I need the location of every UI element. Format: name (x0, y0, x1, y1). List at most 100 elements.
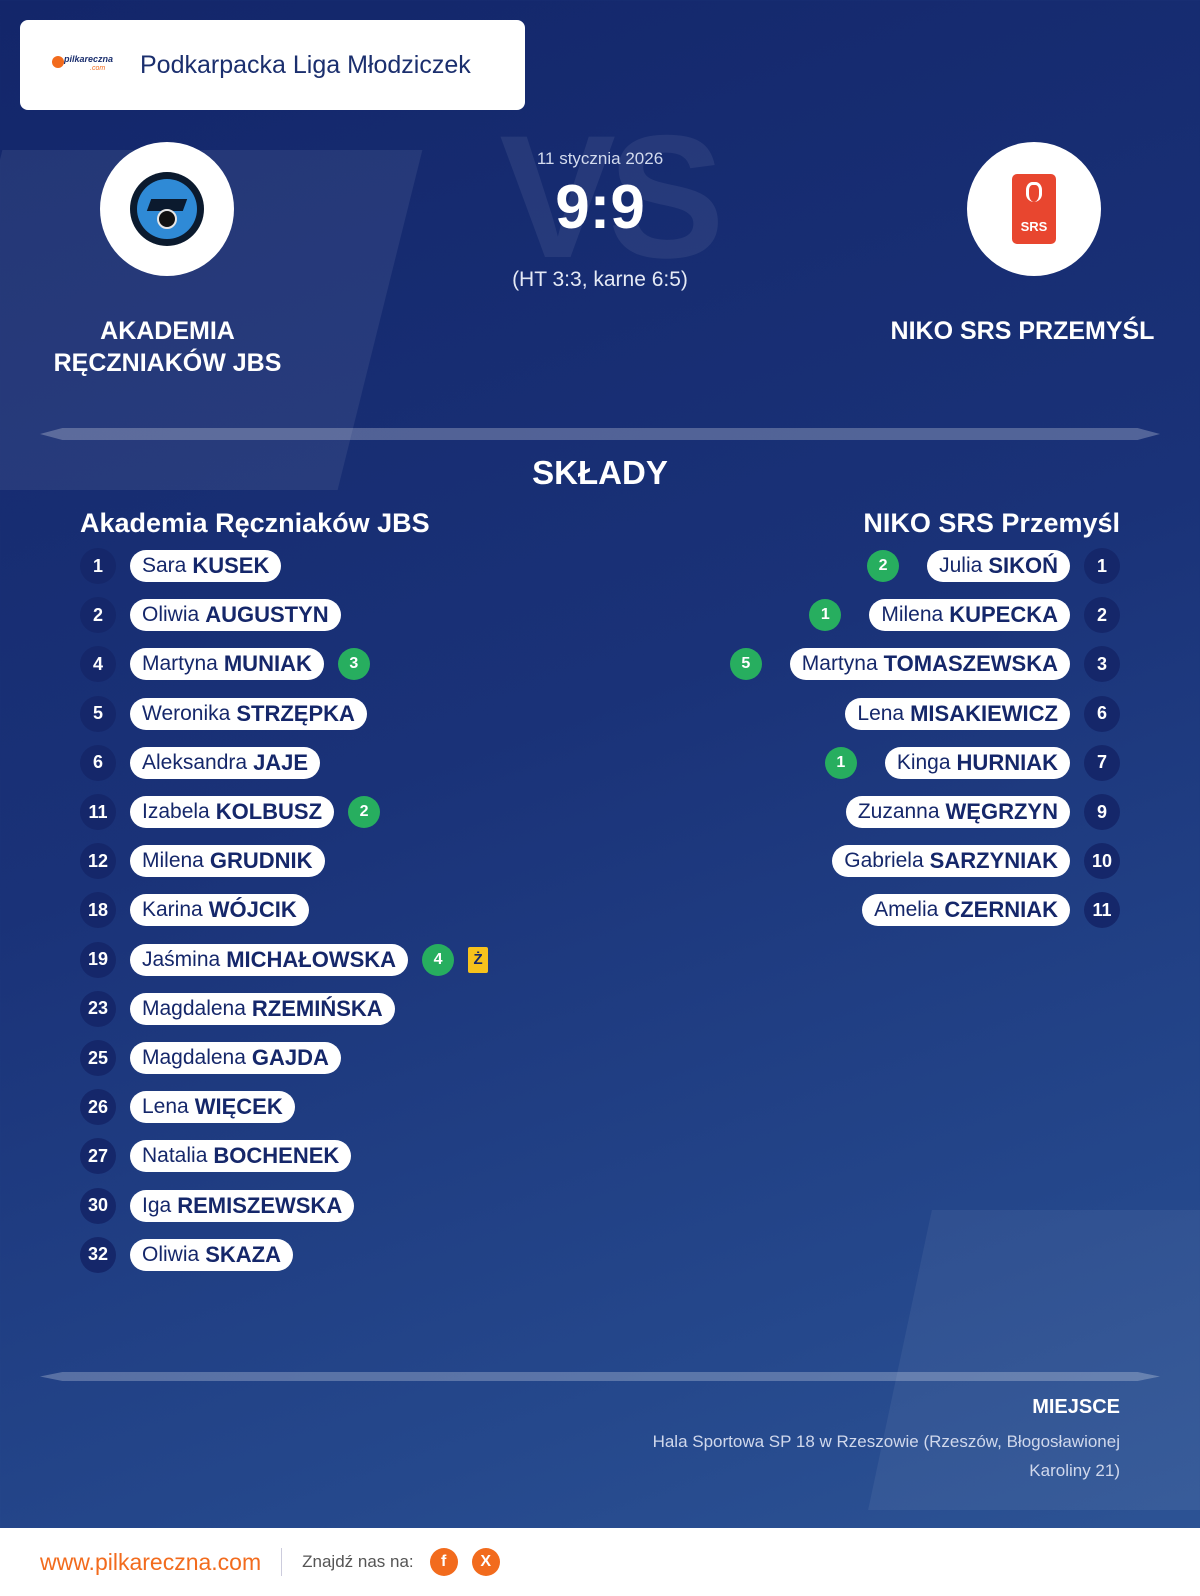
player-last-name: MISAKIEWICZ (910, 700, 1058, 726)
player-name[interactable]: Magdalena RZEMIŃSKA (130, 992, 395, 1025)
player-name[interactable]: Lena WIĘCEK (130, 1091, 295, 1124)
home-player-row: 18 Karina WÓJCIK (80, 892, 309, 929)
player-name[interactable]: Amelia CZERNIAK (862, 894, 1070, 927)
player-last-name: WIĘCEK (194, 1094, 283, 1120)
player-last-name: BOCHENEK (213, 1143, 340, 1169)
player-number: 23 (80, 990, 116, 1027)
league-name: Podkarpacka Liga Młodziczek (140, 50, 471, 79)
player-name[interactable]: Milena KUPECKA (869, 599, 1070, 632)
player-first-name: Jaśmina (142, 947, 221, 971)
player-last-name: SKAZA (205, 1241, 281, 1267)
player-number: 10 (1084, 843, 1120, 880)
player-name[interactable]: Magdalena GAJDA (130, 1042, 341, 1074)
player-name[interactable]: Gabriela SARZYNIAK (832, 845, 1070, 878)
player-last-name: GAJDA (251, 1045, 329, 1070)
player-first-name: Kinga (896, 750, 951, 774)
player-name[interactable]: Julia SIKOŃ (927, 550, 1070, 582)
pilkareczna-logo[interactable]: pilkareczna .com (50, 50, 120, 80)
away-player-row: 7 Kinga HURNIAK 1 (824, 744, 1120, 781)
away-player-row: 2 Milena KUPECKA 1 (809, 597, 1120, 634)
home-player-row: 27 Natalia BOCHENEK (80, 1138, 352, 1175)
player-number: 11 (1084, 892, 1120, 929)
player-name[interactable]: Izabela KOLBUSZ (130, 796, 335, 828)
player-first-name: Lena (857, 701, 905, 725)
home-player-row: 26 Lena WIĘCEK (80, 1089, 295, 1126)
away-player-row: 10 Gabriela SARZYNIAK (832, 843, 1120, 880)
player-number: 2 (80, 597, 116, 634)
player-name[interactable]: Oliwia SKAZA (130, 1238, 293, 1271)
away-team-name: NIKO SRS PRZEMYŚL (890, 317, 1155, 345)
home-player-row: 4 Martyna MUNIAK 3 (80, 646, 370, 683)
player-last-name: KUPECKA (949, 602, 1058, 628)
player-name[interactable]: Kinga HURNIAK (884, 746, 1070, 779)
venue: MIEJSCE Hala Sportowa SP 18 w Rzeszowie … (600, 1396, 1120, 1485)
home-crest-icon (130, 172, 204, 246)
goals-badge: 1 (809, 599, 842, 632)
goals-badge: 2 (348, 796, 381, 828)
home-player-row: 2 Oliwia AUGUSTYN (80, 597, 341, 634)
player-last-name: RZEMIŃSKA (251, 995, 383, 1021)
facebook-icon[interactable]: f (429, 1548, 458, 1576)
player-first-name: Martyna (142, 652, 218, 676)
player-last-name: MICHAŁOWSKA (226, 946, 397, 972)
player-number: 1 (1084, 548, 1120, 584)
home-player-row: 5 Weronika STRZĘPKA (80, 695, 367, 732)
player-name[interactable]: Weronika STRZĘPKA (130, 697, 367, 730)
player-name[interactable]: Aleksandra JAJE (130, 746, 321, 779)
goals-badge: 5 (729, 648, 762, 681)
player-name[interactable]: Martyna TOMASZEWSKA (789, 648, 1070, 681)
player-first-name: Karina (142, 898, 203, 922)
player-first-name: Zuzanna (857, 800, 940, 823)
player-name[interactable]: Martyna MUNIAK (130, 648, 324, 681)
player-name[interactable]: Iga REMISZEWSKA (130, 1189, 355, 1222)
player-name[interactable]: Milena GRUDNIK (130, 845, 325, 878)
player-name[interactable]: Sara KUSEK (130, 550, 282, 582)
home-player-row: 12 Milena GRUDNIK (80, 843, 325, 880)
player-first-name: Martyna (801, 652, 878, 676)
divider (40, 428, 1160, 440)
away-player-row: 3 Martyna TOMASZEWSKA 5 (729, 646, 1120, 683)
player-first-name: Sara (142, 554, 187, 577)
player-last-name: STRZĘPKA (236, 700, 355, 726)
site-link[interactable]: www.pilkareczna.com (40, 1548, 262, 1575)
player-name[interactable]: Jaśmina MICHAŁOWSKA (130, 943, 409, 976)
home-team-name: AKADEMIA RĘCZNIAKÓW JBS (53, 317, 282, 377)
player-first-name: Magdalena (142, 996, 246, 1020)
away-player-row: 11 Amelia CZERNIAK (862, 892, 1120, 929)
player-last-name: REMISZEWSKA (177, 1192, 343, 1218)
player-last-name: KUSEK (192, 553, 270, 578)
player-first-name: Gabriela (844, 849, 924, 873)
player-first-name: Weronika (142, 701, 231, 725)
player-name[interactable]: Natalia BOCHENEK (130, 1140, 352, 1173)
player-last-name: MUNIAK (223, 651, 312, 677)
player-number: 30 (80, 1187, 116, 1224)
player-number: 11 (80, 794, 116, 830)
player-first-name: Magdalena (142, 1046, 246, 1069)
player-number: 12 (80, 843, 116, 880)
player-number: 27 (80, 1138, 116, 1175)
player-number: 3 (1084, 646, 1120, 683)
player-number: 25 (80, 1040, 116, 1076)
player-last-name: CZERNIAK (944, 897, 1058, 923)
player-number: 6 (80, 744, 116, 781)
player-name[interactable]: Oliwia AUGUSTYN (130, 599, 341, 632)
player-last-name: JAJE (253, 749, 309, 775)
score-detail: (HT 3:3, karne 6:5) (512, 268, 688, 291)
player-number: 5 (80, 695, 116, 732)
player-name[interactable]: Lena MISAKIEWICZ (845, 697, 1070, 730)
player-name[interactable]: Zuzanna WĘGRZYN (845, 796, 1070, 828)
match-date: 11 stycznia 2026 (536, 149, 664, 168)
find-us-label: Znajdź nas na: (302, 1552, 414, 1571)
x-icon[interactable]: X (471, 1548, 500, 1576)
player-number: 2 (1084, 597, 1120, 634)
player-number: 9 (1084, 794, 1120, 830)
player-first-name: Amelia (874, 898, 939, 922)
player-name[interactable]: Karina WÓJCIK (130, 894, 309, 927)
player-last-name: WĘGRZYN (945, 799, 1058, 824)
player-number: 7 (1084, 744, 1120, 781)
away-player-row: 6 Lena MISAKIEWICZ (845, 695, 1120, 732)
player-last-name: GRUDNIK (209, 848, 313, 874)
section-title: SKŁADY (532, 454, 668, 491)
match-score: 9:9 (555, 173, 645, 242)
home-player-row: 32 Oliwia SKAZA (80, 1236, 293, 1273)
